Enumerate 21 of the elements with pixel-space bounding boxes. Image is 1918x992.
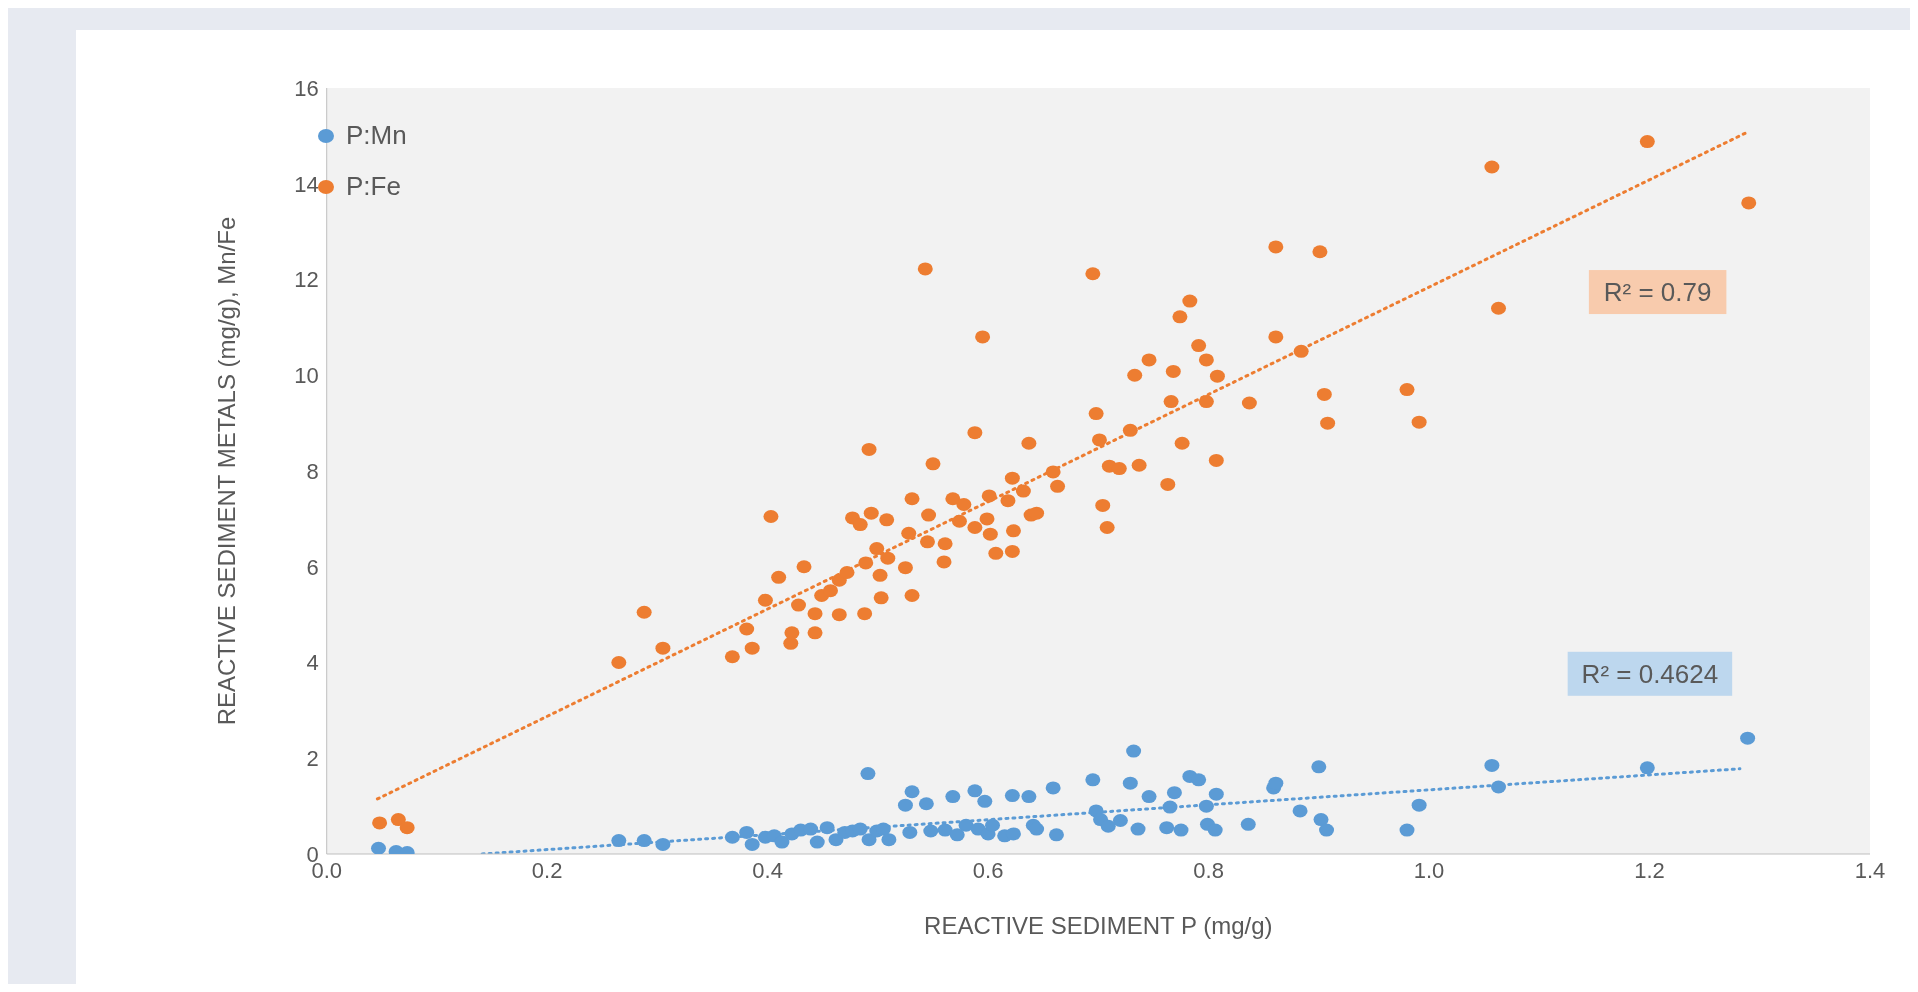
legend-label: P:Fe	[346, 171, 401, 202]
y-axis-title: REACTIVE SEDIMENT METALS (mg/g), Mn/Fe	[213, 216, 241, 726]
x-tick-label: 0.6	[972, 857, 1004, 883]
x-tick-label: 1.0	[1413, 857, 1445, 883]
x-axis-title: REACTIVE SEDIMENT P (mg/g)	[924, 912, 1273, 939]
y-tick-label: 6	[306, 554, 319, 580]
y-tick-label: 2	[306, 746, 319, 772]
y-tick-label: 4	[306, 650, 319, 676]
y-tick-label: 10	[294, 363, 319, 389]
y-tick-label: 16	[294, 75, 319, 101]
y-tick-label: 8	[306, 458, 319, 484]
y-tick-label: 14	[294, 171, 319, 197]
x-tick-label: 0.2	[531, 857, 563, 883]
y-tick-label: 12	[294, 267, 319, 293]
x-tick-label: 1.4	[1854, 857, 1886, 883]
x-tick-label: 0.8	[1193, 857, 1224, 883]
x-tick-label: 1.2	[1634, 857, 1665, 883]
legend-label: P:Mn	[346, 120, 407, 151]
annotation: R² = 0.79	[1603, 277, 1712, 308]
x-tick-label: 0.4	[752, 857, 783, 883]
annotation: R² = 0.4624	[1581, 658, 1719, 689]
